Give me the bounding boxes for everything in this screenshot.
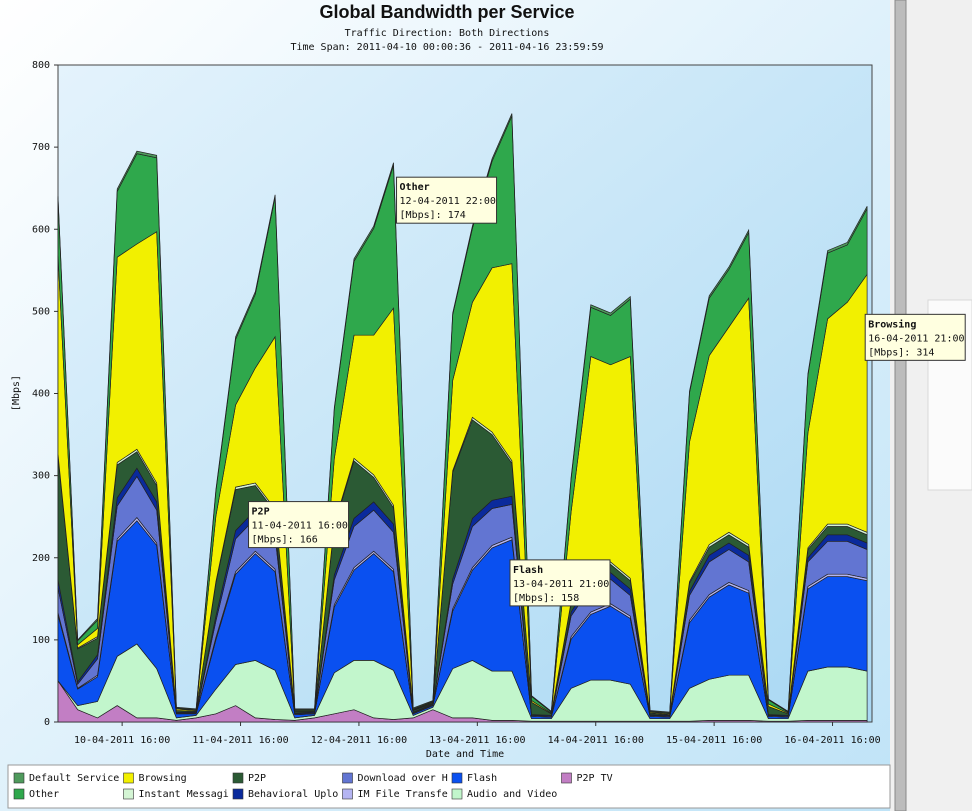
tooltip-value: [Mbps]: 314 [868,347,934,358]
y-tick-label: 600 [32,224,50,235]
tooltip-time: 16-04-2011 21:00 [868,333,964,344]
legend-label: Instant Messagi [139,789,229,800]
y-tick-label: 0 [44,717,50,728]
y-axis-label: [Mbps] [11,375,22,411]
legend-swatch [13,788,25,800]
legend-label: Flash [467,773,497,784]
tooltip-box [248,501,350,549]
x-tick-label: 16-04-2011 16:00 [784,735,880,746]
legend-swatch [342,788,353,800]
tooltip-series: Other [400,182,430,193]
y-tick-label: 400 [32,389,50,400]
x-tick-label: 11-04-2011 16:00 [192,735,288,746]
x-tick-label: 14-04-2011 16:00 [548,735,644,746]
tooltip-box [509,559,611,607]
x-axis-label: Date and Time [426,749,504,760]
tooltip-series: Flash [513,565,543,576]
subtitle: Time Span: 2011-04-10 00:00:36 - 2011-04… [290,42,603,53]
x-tick-label: 15-04-2011 16:00 [666,735,762,746]
legend-label: Download over H [358,773,448,784]
legend-swatch [123,788,134,800]
y-tick-label: 700 [32,142,50,153]
legend-label: Behavioral Uplo [248,789,338,800]
tooltip-series: P2P [252,507,270,518]
x-tick-label: 12-04-2011 16:00 [311,735,407,746]
legend-swatch [123,772,134,784]
legend-label: IM File Transfe [358,789,448,800]
legend-swatch [232,772,244,784]
tooltip-value: [Mbps]: 174 [400,210,466,221]
legend-swatch [342,772,353,784]
y-tick-label: 300 [32,471,50,482]
tooltip-time: 11-04-2011 16:00 [252,521,348,532]
legend-swatch [451,788,463,800]
legend-swatch [13,772,25,784]
legend-label: Default Service [29,773,119,784]
x-tick-label: 10-04-2011 16:00 [74,735,170,746]
tooltip-value: [Mbps]: 166 [252,535,318,546]
tooltip-series: Browsing [868,318,916,330]
tooltip-time: 12-04-2011 22:00 [400,196,496,207]
splitter[interactable] [894,0,907,811]
legend-swatch [451,772,463,784]
area [57,113,868,714]
legend [7,764,891,809]
tooltip-time: 13-04-2011 21:00 [513,579,609,590]
legend-label: P2P [248,773,266,784]
tooltip-box [864,313,966,361]
tooltip-box [396,176,498,224]
legend-label: Other [29,789,59,800]
legend-swatch [232,788,244,800]
legend-label: Audio and Video [467,789,557,800]
y-tick-label: 800 [32,60,50,71]
legend-label: Browsing [139,773,187,784]
y-tick-label: 200 [32,553,50,564]
y-tick-label: 100 [32,635,50,646]
y-tick-label: 500 [32,306,50,317]
legend-label: P2P TV [577,773,613,784]
chart-title: Global Bandwidth per Service [319,2,574,22]
tooltip-value: [Mbps]: 158 [513,593,579,604]
legend-swatch [561,772,572,784]
x-tick-label: 13-04-2011 16:00 [429,735,525,746]
subtitle: Traffic Direction: Both Directions [345,28,550,39]
